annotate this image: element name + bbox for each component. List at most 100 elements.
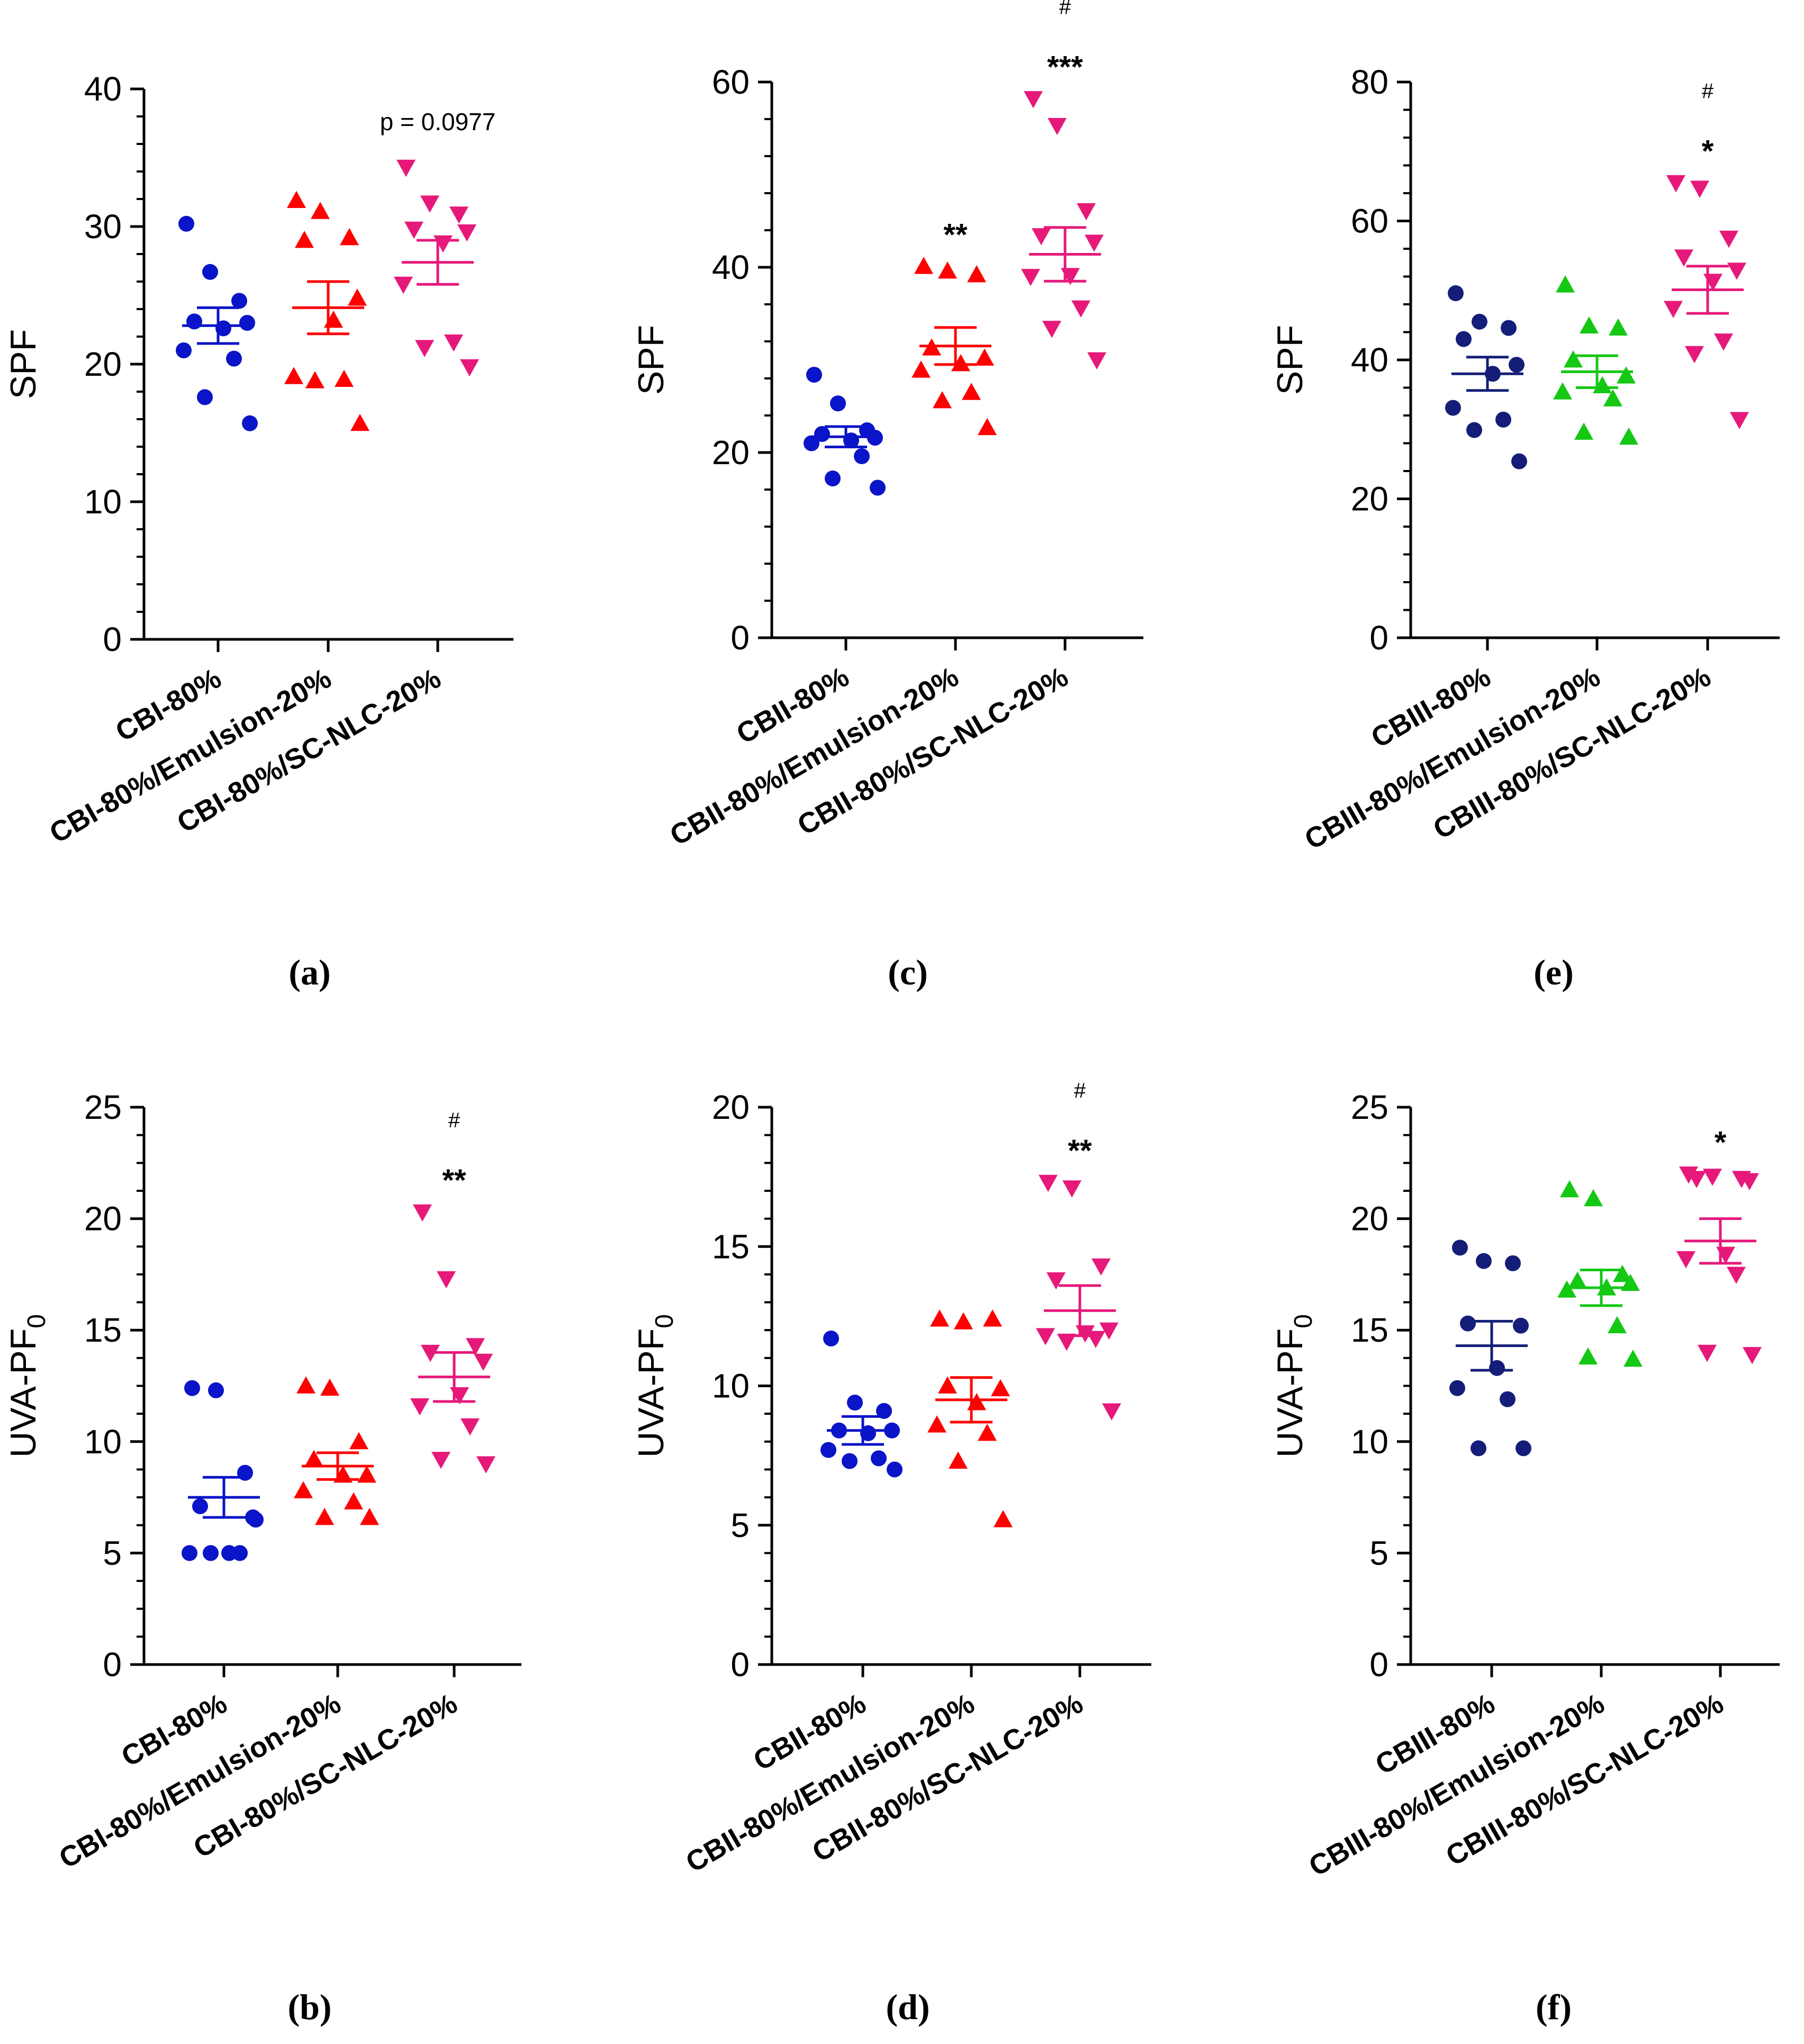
data-point bbox=[1574, 422, 1593, 440]
y-tick-label: 20 bbox=[84, 345, 122, 383]
y-tick-label: 20 bbox=[84, 1200, 122, 1238]
data-point bbox=[344, 1492, 363, 1509]
series-0 bbox=[1445, 285, 1527, 469]
series-1 bbox=[1557, 1180, 1643, 1367]
data-point bbox=[305, 371, 324, 388]
y-tick-label: 60 bbox=[1351, 202, 1388, 240]
data-point bbox=[842, 1453, 858, 1469]
data-point bbox=[1685, 346, 1704, 364]
data-point bbox=[983, 1309, 1002, 1327]
data-point bbox=[1664, 301, 1683, 318]
panel-label: (e) bbox=[1534, 952, 1573, 992]
data-point bbox=[1021, 269, 1040, 286]
data-point bbox=[461, 1418, 480, 1436]
y-tick-label: 40 bbox=[712, 248, 750, 286]
data-point bbox=[460, 359, 479, 377]
data-point bbox=[1676, 1251, 1695, 1269]
data-point bbox=[1619, 427, 1638, 445]
data-point bbox=[226, 350, 242, 367]
series-0 bbox=[182, 1380, 264, 1561]
data-point bbox=[1617, 366, 1636, 384]
data-point bbox=[1456, 331, 1472, 347]
data-point bbox=[444, 334, 463, 352]
data-point bbox=[404, 221, 423, 239]
data-point bbox=[1460, 1315, 1476, 1332]
y-tick-label: 5 bbox=[730, 1506, 750, 1544]
significance-annotation: p = 0.0977 bbox=[380, 108, 496, 135]
series-2 bbox=[1036, 1174, 1121, 1421]
data-point bbox=[357, 1465, 376, 1483]
data-point bbox=[1036, 1328, 1055, 1345]
data-point bbox=[1727, 263, 1746, 280]
series-1 bbox=[912, 257, 997, 436]
data-point bbox=[1448, 285, 1464, 301]
data-point bbox=[396, 159, 416, 177]
y-axis-title-subscript: 0 bbox=[651, 1314, 679, 1328]
data-point bbox=[202, 264, 218, 280]
series-2 bbox=[1664, 175, 1749, 429]
significance-annotation: # bbox=[448, 1109, 461, 1132]
y-tick-label: 20 bbox=[712, 1088, 750, 1126]
data-point bbox=[1730, 412, 1749, 429]
data-point bbox=[887, 1461, 903, 1478]
data-point bbox=[340, 228, 359, 246]
data-point bbox=[912, 360, 931, 378]
y-tick-label: 0 bbox=[1369, 1645, 1388, 1684]
data-point bbox=[1727, 1267, 1746, 1284]
y-tick-label: 15 bbox=[712, 1227, 750, 1265]
y-axis-title: SPF bbox=[631, 325, 671, 395]
data-point bbox=[954, 1312, 973, 1329]
data-point bbox=[320, 1378, 339, 1396]
data-point bbox=[1472, 313, 1487, 330]
significance-annotation: # bbox=[1059, 0, 1071, 19]
data-point bbox=[242, 415, 258, 431]
data-point bbox=[1024, 91, 1043, 108]
y-axis-title: UVA-PF0 bbox=[1270, 1314, 1318, 1458]
significance-annotation: # bbox=[1074, 1079, 1086, 1102]
y-tick-label: 15 bbox=[1351, 1311, 1388, 1349]
y-tick-label: 0 bbox=[730, 1645, 750, 1684]
y-tick-label: 25 bbox=[1351, 1088, 1388, 1126]
data-point bbox=[1085, 234, 1104, 252]
data-point bbox=[991, 1379, 1010, 1397]
y-tick-label: 20 bbox=[1351, 1200, 1388, 1238]
data-point bbox=[804, 435, 819, 451]
data-point bbox=[186, 313, 202, 330]
y-axis-title-main: SPF bbox=[3, 329, 43, 399]
series-0 bbox=[804, 367, 886, 496]
panel-label: (d) bbox=[886, 1987, 930, 2027]
data-point bbox=[949, 1451, 968, 1469]
data-point bbox=[1679, 1166, 1698, 1184]
data-point bbox=[350, 413, 369, 431]
data-point bbox=[825, 471, 841, 486]
data-point bbox=[394, 276, 413, 294]
data-point bbox=[457, 224, 476, 242]
data-point bbox=[1513, 1317, 1529, 1334]
data-point bbox=[437, 1271, 456, 1289]
data-point bbox=[1511, 453, 1527, 469]
series-1 bbox=[284, 191, 369, 431]
data-point bbox=[348, 288, 367, 306]
data-point bbox=[287, 191, 306, 208]
y-tick-label: 20 bbox=[712, 433, 750, 472]
data-point bbox=[304, 1450, 323, 1467]
significance-annotation: *** bbox=[1047, 50, 1083, 85]
data-point bbox=[951, 354, 970, 372]
data-point bbox=[938, 261, 957, 279]
panel-label: (f) bbox=[1536, 1987, 1572, 2027]
data-point bbox=[1042, 321, 1061, 338]
data-point bbox=[1452, 1240, 1468, 1256]
data-point bbox=[415, 340, 434, 357]
y-tick-label: 0 bbox=[103, 620, 122, 658]
data-point bbox=[914, 257, 933, 274]
y-tick-label: 40 bbox=[1351, 341, 1388, 379]
y-tick-label: 0 bbox=[1369, 619, 1388, 657]
data-point bbox=[476, 1456, 495, 1473]
y-axis-title: UVA-PF0 bbox=[631, 1314, 679, 1458]
y-axis-title: SPF bbox=[3, 329, 43, 399]
data-point bbox=[231, 293, 247, 309]
data-point bbox=[1703, 274, 1722, 291]
data-point bbox=[1048, 117, 1067, 135]
significance-annotation: ** bbox=[943, 218, 968, 252]
data-point bbox=[1603, 389, 1622, 406]
